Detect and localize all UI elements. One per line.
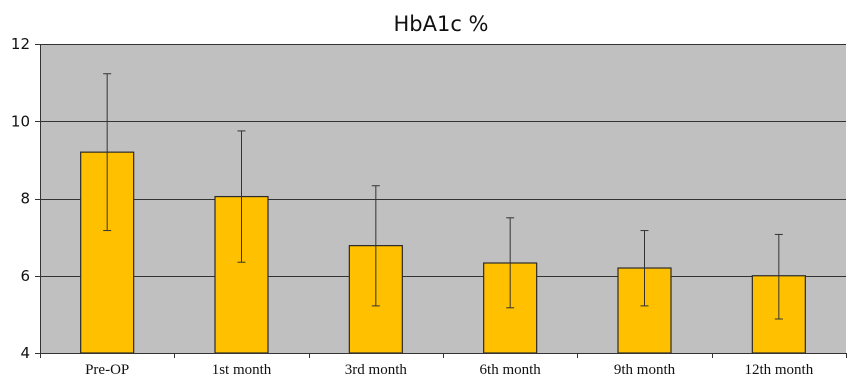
y-tick-label: 12 (11, 35, 30, 53)
x-tick-label: Pre-OP (85, 362, 129, 378)
plot-area (40, 44, 846, 353)
x-tick-label: 9th month (614, 362, 676, 378)
y-tick-label: 10 (11, 112, 30, 130)
y-tick-label: 8 (20, 190, 30, 208)
x-tick-label: 3rd month (345, 362, 408, 378)
x-tick-label: 1st month (212, 362, 272, 378)
axes (35, 44, 847, 358)
grid-lines (40, 44, 846, 277)
y-tick-labels: 4 6 8 10 12 (11, 35, 30, 362)
chart-title: HbA1c % (393, 12, 488, 36)
x-tick-label: 12th month (744, 362, 813, 378)
error-bars (103, 73, 783, 320)
y-tick-label: 6 (20, 267, 30, 285)
x-tick-labels: Pre-OP 1st month 3rd month 6th month 9th mon… (85, 362, 814, 378)
y-tick-label: 4 (20, 344, 30, 362)
x-tick-label: 6th month (480, 362, 542, 378)
